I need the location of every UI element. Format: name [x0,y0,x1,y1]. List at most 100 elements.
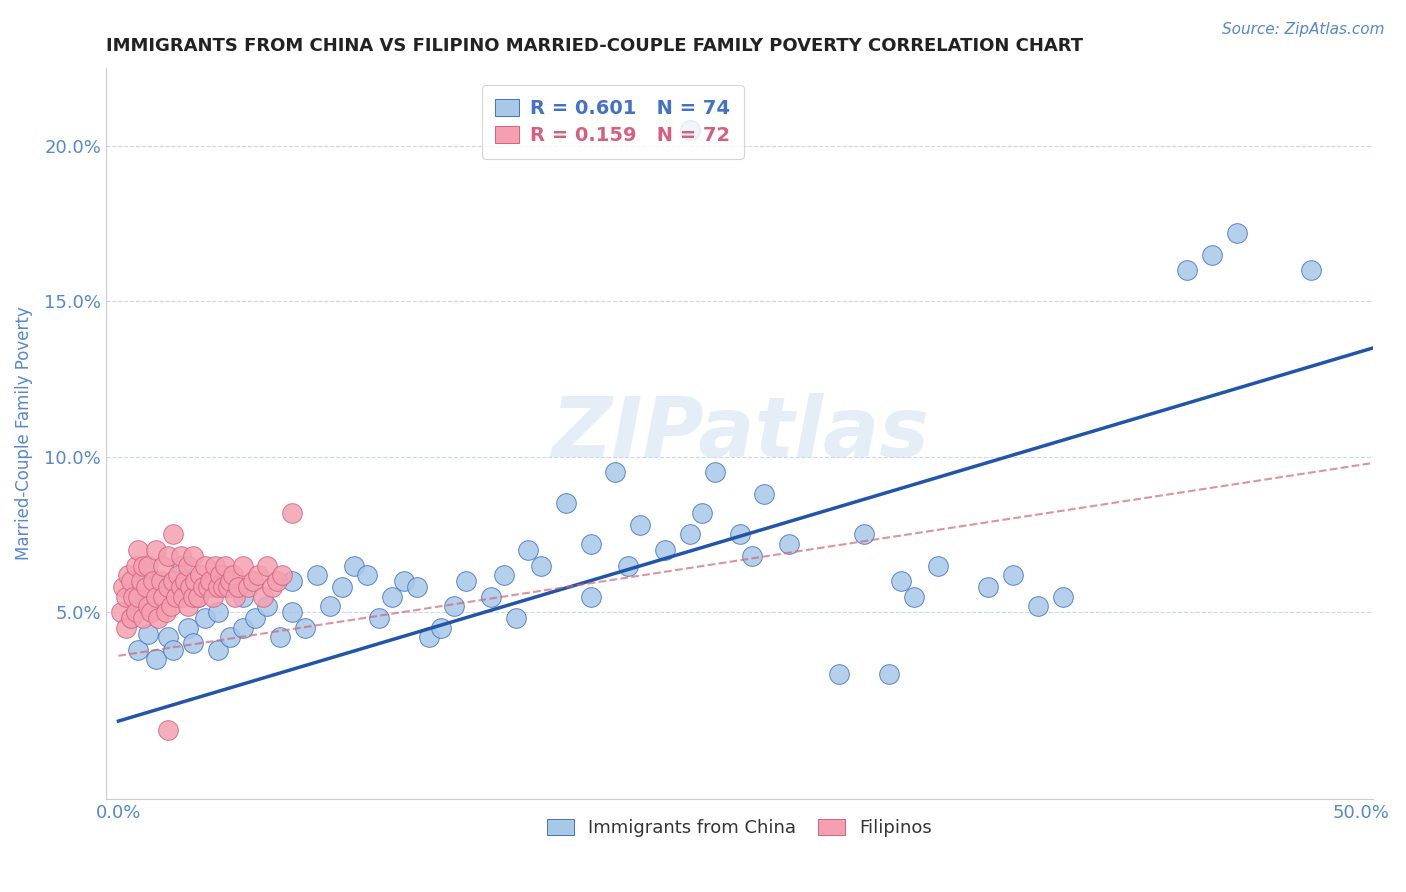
Point [191,580,214,594]
Point [703,465,725,479]
Point [605,465,627,479]
Point [281,574,304,588]
Point [132,599,155,613]
Point [256,558,278,573]
Point [165,590,187,604]
Point [162,527,184,541]
Point [136,558,159,573]
Point [443,599,465,613]
Point [209,568,232,582]
Point [692,506,714,520]
Point [110,605,132,619]
Point [169,558,191,573]
Point [430,621,453,635]
Point [172,590,194,604]
Point [181,549,204,564]
Point [174,574,197,588]
Point [852,527,875,541]
Point [167,568,190,582]
Point [135,580,157,594]
Point [232,590,254,604]
Point [145,574,167,588]
Point [318,599,340,613]
Point [890,574,912,588]
Point [741,549,763,564]
Text: ZIPatlas: ZIPatlas [551,392,928,474]
Point [115,590,138,604]
Point [977,580,1000,594]
Point [200,574,222,588]
Point [169,580,191,594]
Point [654,543,676,558]
Point [201,590,224,604]
Point [530,558,553,573]
Point [184,574,207,588]
Point [187,590,209,604]
Point [127,642,149,657]
Point [1301,263,1323,277]
Point [201,580,224,594]
Point [256,599,278,613]
Y-axis label: Married-Couple Family Poverty: Married-Couple Family Poverty [15,307,32,560]
Point [115,621,138,635]
Point [903,590,925,604]
Point [1026,599,1049,613]
Point [330,580,353,594]
Point [146,611,169,625]
Point [211,568,233,582]
Point [307,568,329,582]
Point [554,496,576,510]
Text: IMMIGRANTS FROM CHINA VS FILIPINO MARRIED-COUPLE FAMILY POVERTY CORRELATION CHAR: IMMIGRANTS FROM CHINA VS FILIPINO MARRIE… [105,37,1083,55]
Point [197,580,219,594]
Point [1226,226,1249,240]
Point [266,574,288,588]
Point [679,123,702,137]
Point [127,590,149,604]
Point [139,605,162,619]
Point [294,621,316,635]
Point [262,580,284,594]
Point [149,574,172,588]
Point [207,605,229,619]
Point [145,543,167,558]
Point [505,611,527,625]
Point [271,568,294,582]
Point [579,537,602,551]
Point [157,630,180,644]
Legend: Immigrants from China, Filipinos: Immigrants from China, Filipinos [540,812,939,845]
Point [145,652,167,666]
Point [157,580,180,594]
Point [343,558,366,573]
Point [145,590,167,604]
Point [219,574,242,588]
Point [728,527,751,541]
Point [456,574,478,588]
Point [927,558,949,573]
Point [356,568,378,582]
Point [152,558,174,573]
Point [136,599,159,613]
Point [179,580,201,594]
Point [281,605,304,619]
Point [190,568,212,582]
Point [157,580,180,594]
Point [628,518,651,533]
Point [224,590,246,604]
Text: Source: ZipAtlas.com: Source: ZipAtlas.com [1222,22,1385,37]
Point [177,621,200,635]
Point [1201,247,1223,261]
Point [281,506,304,520]
Point [418,630,440,644]
Point [492,568,515,582]
Point [177,558,200,573]
Point [211,580,233,594]
Point [219,630,242,644]
Point [222,568,245,582]
Point [127,543,149,558]
Point [877,667,900,681]
Point [120,574,142,588]
Point [125,605,148,619]
Point [207,580,229,594]
Point [181,636,204,650]
Point [236,580,259,594]
